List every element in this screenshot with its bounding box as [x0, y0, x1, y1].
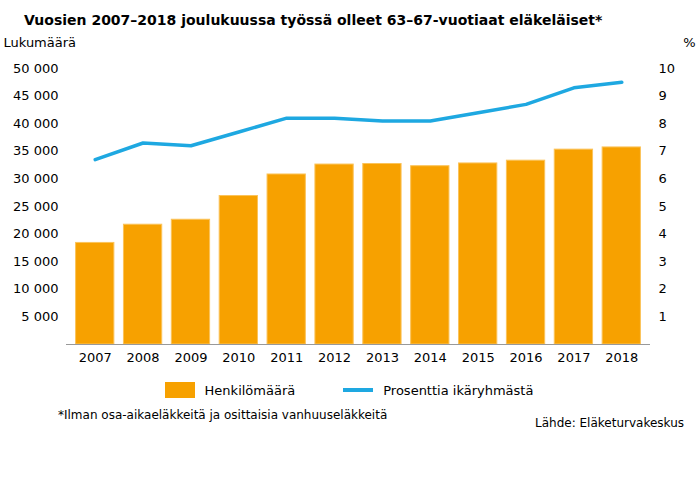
svg-text:5 000: 5 000 — [21, 309, 58, 324]
svg-text:3: 3 — [659, 254, 667, 269]
svg-text:1: 1 — [659, 309, 667, 324]
html-text:Prosenttia ikäryhmästä: Prosenttia ikäryhmästä — [383, 382, 534, 398]
svg-text:2018: 2018 — [605, 350, 638, 365]
svg-text:7: 7 — [659, 143, 667, 158]
svg-text:2013: 2013 — [366, 350, 399, 365]
svg-text:Lukumäärä: Lukumäärä — [4, 35, 77, 50]
svg-text:25 000: 25 000 — [13, 199, 59, 214]
html-text:Vuosien 2007–2018 joulukuussa: Vuosien 2007–2018 joulukuussa työssä oll… — [24, 12, 603, 28]
svg-text:35 000: 35 000 — [13, 143, 59, 158]
svg-text:2011: 2011 — [270, 350, 303, 365]
svg-text:2008: 2008 — [127, 350, 160, 365]
svg-text:6: 6 — [659, 171, 667, 186]
svg-text:2: 2 — [659, 281, 667, 296]
html-text:Lähde: Eläketurvakeskus: Lähde: Eläketurvakeskus — [535, 416, 684, 430]
svg-text:5: 5 — [659, 199, 667, 214]
svg-text:45 000: 45 000 — [13, 88, 59, 103]
svg-text:30 000: 30 000 — [13, 171, 59, 186]
svg-text:2010: 2010 — [222, 350, 255, 365]
svg-text:2007: 2007 — [79, 350, 112, 365]
svg-text:8: 8 — [659, 116, 667, 131]
svg-text:10 000: 10 000 — [13, 281, 59, 296]
svg-text:20 000: 20 000 — [13, 226, 59, 241]
svg-text:50 000: 50 000 — [13, 61, 59, 76]
svg-text:2014: 2014 — [414, 350, 447, 365]
svg-text:2016: 2016 — [509, 350, 542, 365]
svg-text:15 000: 15 000 — [13, 254, 59, 269]
html-text:*Ilman osa-aikaeläkkeitä ja os: *Ilman osa-aikaeläkkeitä ja osittaisia v… — [58, 408, 388, 422]
svg-text:40 000: 40 000 — [13, 116, 59, 131]
svg-text:2015: 2015 — [462, 350, 495, 365]
svg-text:2012: 2012 — [318, 350, 351, 365]
html-text:Henkilömäärä: Henkilömäärä — [204, 382, 296, 398]
svg-text:%: % — [683, 35, 695, 50]
svg-text:9: 9 — [659, 88, 667, 103]
svg-text:2009: 2009 — [174, 350, 207, 365]
svg-text:10: 10 — [659, 61, 676, 76]
svg-text:2017: 2017 — [557, 350, 590, 365]
svg-text:4: 4 — [659, 226, 667, 241]
